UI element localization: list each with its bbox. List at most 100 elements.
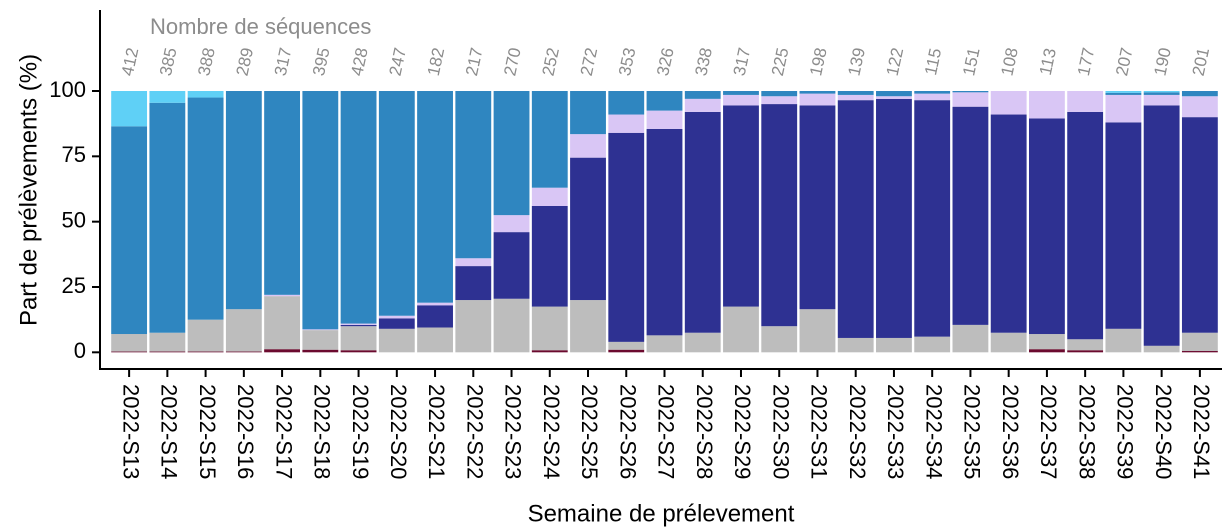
bar-segment	[264, 91, 301, 295]
bar-segment	[914, 100, 951, 337]
x-tick-label: 2022-S27	[654, 384, 679, 479]
count-label: 113	[1036, 47, 1060, 77]
bar-segment	[1181, 117, 1218, 333]
bar-segment	[570, 91, 606, 135]
bar-segment	[799, 105, 836, 310]
x-tick-label: 2022-S40	[1151, 384, 1176, 479]
bar-segment	[378, 315, 415, 319]
bar-segment	[1181, 351, 1218, 353]
x-tick-label: 2022-S16	[233, 384, 258, 479]
bar-segment	[684, 111, 721, 333]
bar-segment	[302, 330, 339, 350]
bar-segment	[455, 266, 492, 301]
annotation: Nombre de séquences	[150, 14, 371, 39]
bar-segment	[1067, 111, 1104, 340]
bar-segment	[531, 350, 568, 353]
bar-segment	[149, 351, 186, 353]
count-label: 139	[844, 46, 868, 78]
bar-segment	[990, 114, 1027, 333]
bar-segment	[914, 93, 951, 101]
bar-segment	[264, 296, 301, 350]
bar-segment	[761, 96, 798, 105]
bar-segment	[723, 306, 759, 353]
bar-segment	[876, 91, 912, 97]
bar-segment	[837, 91, 874, 95]
bar-segment	[1105, 122, 1142, 329]
count-label: 225	[768, 46, 792, 78]
bar-segment	[1028, 118, 1065, 335]
count-label: 247	[386, 46, 410, 78]
bar-segment	[187, 319, 224, 352]
count-label: 217	[462, 46, 486, 78]
x-tick-label: 2022-S22	[462, 384, 487, 479]
x-tick-label: 2022-S17	[271, 384, 296, 479]
bar-segment	[1143, 91, 1180, 93]
bar-segment	[761, 91, 798, 97]
count-label: 272	[577, 46, 601, 78]
bar-segment	[646, 91, 683, 111]
bar-segment	[646, 110, 683, 129]
count-label: 198	[806, 46, 830, 78]
bar-segment	[837, 337, 874, 353]
count-label: 395	[309, 46, 333, 78]
count-label: 317	[730, 46, 754, 78]
x-tick-label: 2022-S34	[921, 384, 946, 479]
bar-segment	[608, 114, 645, 133]
bar-segment	[417, 305, 453, 328]
count-label: 388	[194, 46, 218, 78]
bar-segment	[225, 309, 262, 352]
bar-segment	[455, 258, 492, 267]
bar-segment	[531, 91, 568, 188]
bar-segment	[378, 318, 415, 329]
x-tick-label: 2022-S14	[157, 384, 182, 479]
bar-segment	[1143, 94, 1180, 106]
bar-segment	[531, 187, 568, 206]
bar-segment	[111, 334, 148, 352]
bar-segment	[531, 205, 568, 307]
bar-segment	[1143, 92, 1180, 95]
count-label: 122	[883, 46, 907, 78]
count-label: 385	[156, 46, 180, 78]
bar-segment	[149, 332, 186, 352]
bar-segment	[914, 336, 951, 353]
bar-segment	[378, 91, 415, 316]
bar-segment	[1105, 94, 1142, 123]
y-tick-label: 25	[62, 273, 86, 298]
bar-segment	[1067, 339, 1104, 351]
bar-segment	[340, 91, 377, 324]
count-label: 326	[653, 46, 677, 78]
x-tick-label: 2022-S18	[310, 384, 335, 479]
x-tick-label: 2022-S33	[883, 384, 908, 479]
bar-segment	[493, 298, 530, 353]
bar-segment	[111, 351, 148, 353]
bar-segment	[952, 106, 989, 325]
bar-segment	[340, 324, 377, 327]
x-tick-label: 2022-S38	[1074, 384, 1099, 479]
bar-segment	[723, 94, 759, 106]
bar-segment	[1181, 91, 1218, 97]
bar-segment	[340, 350, 377, 353]
bar-segment	[225, 351, 262, 353]
bar-segment	[417, 302, 453, 306]
bar-segment	[264, 294, 301, 297]
x-tick-label: 2022-S26	[615, 384, 640, 479]
bar-segment	[302, 349, 339, 353]
bar-segment	[1143, 345, 1180, 353]
bar-segment	[608, 132, 645, 342]
count-label: 201	[1189, 46, 1213, 78]
bar-segment	[1028, 334, 1065, 350]
x-axis-label: Semaine de prélevement	[528, 500, 795, 527]
bar-segment	[646, 335, 683, 353]
bar-segment	[302, 91, 339, 330]
bar-segment	[876, 98, 912, 338]
bar-segment	[952, 324, 989, 353]
bar-segment	[1181, 96, 1218, 118]
bar-segment	[1105, 91, 1142, 93]
bar-segment	[1105, 328, 1142, 353]
bar-segment	[570, 157, 606, 301]
bar-segment	[837, 100, 874, 338]
bar-segment	[608, 341, 645, 350]
x-tick-label: 2022-S24	[539, 384, 564, 479]
bar-segment	[1028, 349, 1065, 353]
count-label: 182	[424, 46, 448, 78]
